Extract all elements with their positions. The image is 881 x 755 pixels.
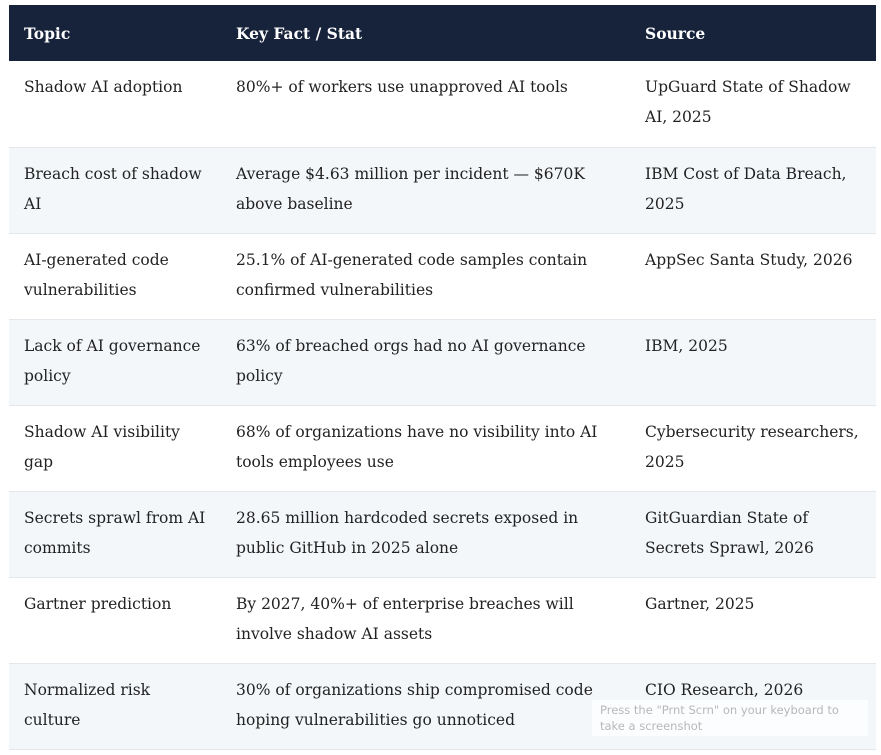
table-cell: 28.65 million hardcoded secrets exposed … bbox=[221, 491, 630, 578]
table-cell: 25.1% of AI-generated code samples conta… bbox=[221, 233, 630, 320]
table-cell: Shadow AI visibility gap bbox=[9, 405, 221, 492]
table-cell: 30% of organizations ship compromised co… bbox=[221, 663, 630, 750]
table-cell: GitGuardian State of Secrets Sprawl, 202… bbox=[630, 491, 876, 578]
data-table: Topic Key Fact / Stat Source Shadow AI ado… bbox=[9, 5, 876, 750]
table-cell: Breach cost of shadow AI bbox=[9, 147, 221, 234]
table-cell: Secrets sprawl from AI commits bbox=[9, 491, 221, 578]
header-cell: Key Fact / Stat bbox=[221, 5, 630, 61]
header-cell: Source bbox=[630, 5, 876, 61]
table-cell: Gartner, 2025 bbox=[630, 577, 876, 664]
table-cell: Lack of AI governance policy bbox=[9, 319, 221, 406]
table-row: Shadow AI visibility gap 68% of organizat… bbox=[9, 405, 876, 492]
table-row: Lack of AI governance policy 63% of breac… bbox=[9, 319, 876, 406]
table-cell: Shadow AI adoption bbox=[9, 61, 221, 148]
table-cell: Normalized risk culture bbox=[9, 663, 221, 750]
table-row: AI-generated code vulnerabilities 25.1% o… bbox=[9, 233, 876, 320]
header-row: Topic Key Fact / Stat Source bbox=[9, 5, 876, 61]
table-row: Gartner prediction By 2027, 40%+ of enter… bbox=[9, 577, 876, 664]
screenshot-toast: Press the "Prnt Scrn" on your keyboard t… bbox=[592, 700, 868, 736]
table-cell: AI-generated code vulnerabilities bbox=[9, 233, 221, 320]
table-cell: Cybersecurity researchers, 2025 bbox=[630, 405, 876, 492]
table-cell: 80%+ of workers use unapproved AI tools bbox=[221, 61, 630, 148]
table-cell: AppSec Santa Study, 2026 bbox=[630, 233, 876, 320]
table-cell: By 2027, 40%+ of enterprise breaches wil… bbox=[221, 577, 630, 664]
table-cell: 68% of organizations have no visibility … bbox=[221, 405, 630, 492]
table-row: Secrets sprawl from AI commits 28.65 mill… bbox=[9, 491, 876, 578]
table-cell: Average $4.63 million per incident — $67… bbox=[221, 147, 630, 234]
table-cell: UpGuard State of Shadow AI, 2025 bbox=[630, 61, 876, 148]
table-cell: Gartner prediction bbox=[9, 577, 221, 664]
table-cell: IBM Cost of Data Breach, 2025 bbox=[630, 147, 876, 234]
table-cell: 63% of breached orgs had no AI governanc… bbox=[221, 319, 630, 406]
header-cell: Topic bbox=[9, 5, 221, 61]
table-row: Breach cost of shadow AI Average $4.63 mi… bbox=[9, 147, 876, 234]
table-cell: IBM, 2025 bbox=[630, 319, 876, 406]
table-row: Shadow AI adoption 80%+ of workers use un… bbox=[9, 61, 876, 148]
